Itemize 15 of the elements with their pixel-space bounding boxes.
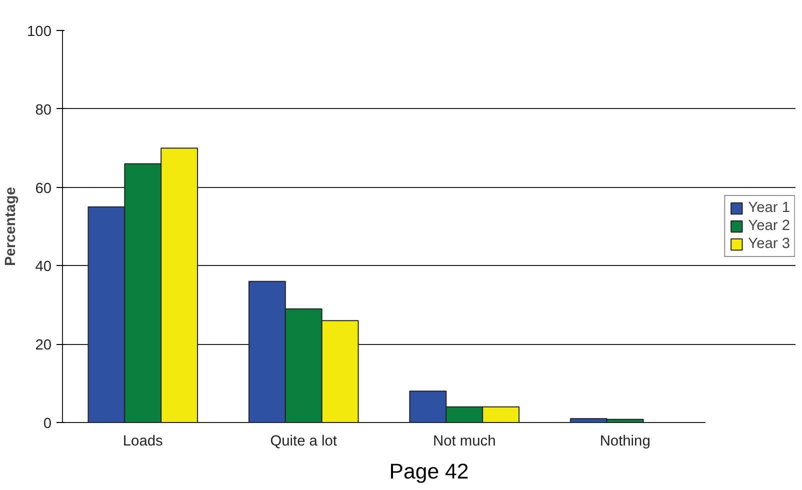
x-tick-label: Not much [433,434,496,450]
text: Page 42 [389,460,469,484]
y-tick-label: 80 [35,102,52,118]
x-tick-label: Nothing [600,434,650,450]
y-tick-label: 20 [35,338,52,354]
legend-label: Year 3 [748,236,790,252]
y-tick-label: 60 [35,180,52,197]
x-tick-label: Loads [122,434,163,450]
x-tick-label: Quite a lot [270,434,338,450]
y-axis-title: Percentage [3,186,20,266]
legend-label: Year 1 [748,200,790,216]
y-tick-label: 0 [43,416,52,432]
legend-label: Year 2 [748,218,790,234]
y-tick-label: 40 [35,259,52,276]
y-tick-label: 100 [27,24,52,40]
